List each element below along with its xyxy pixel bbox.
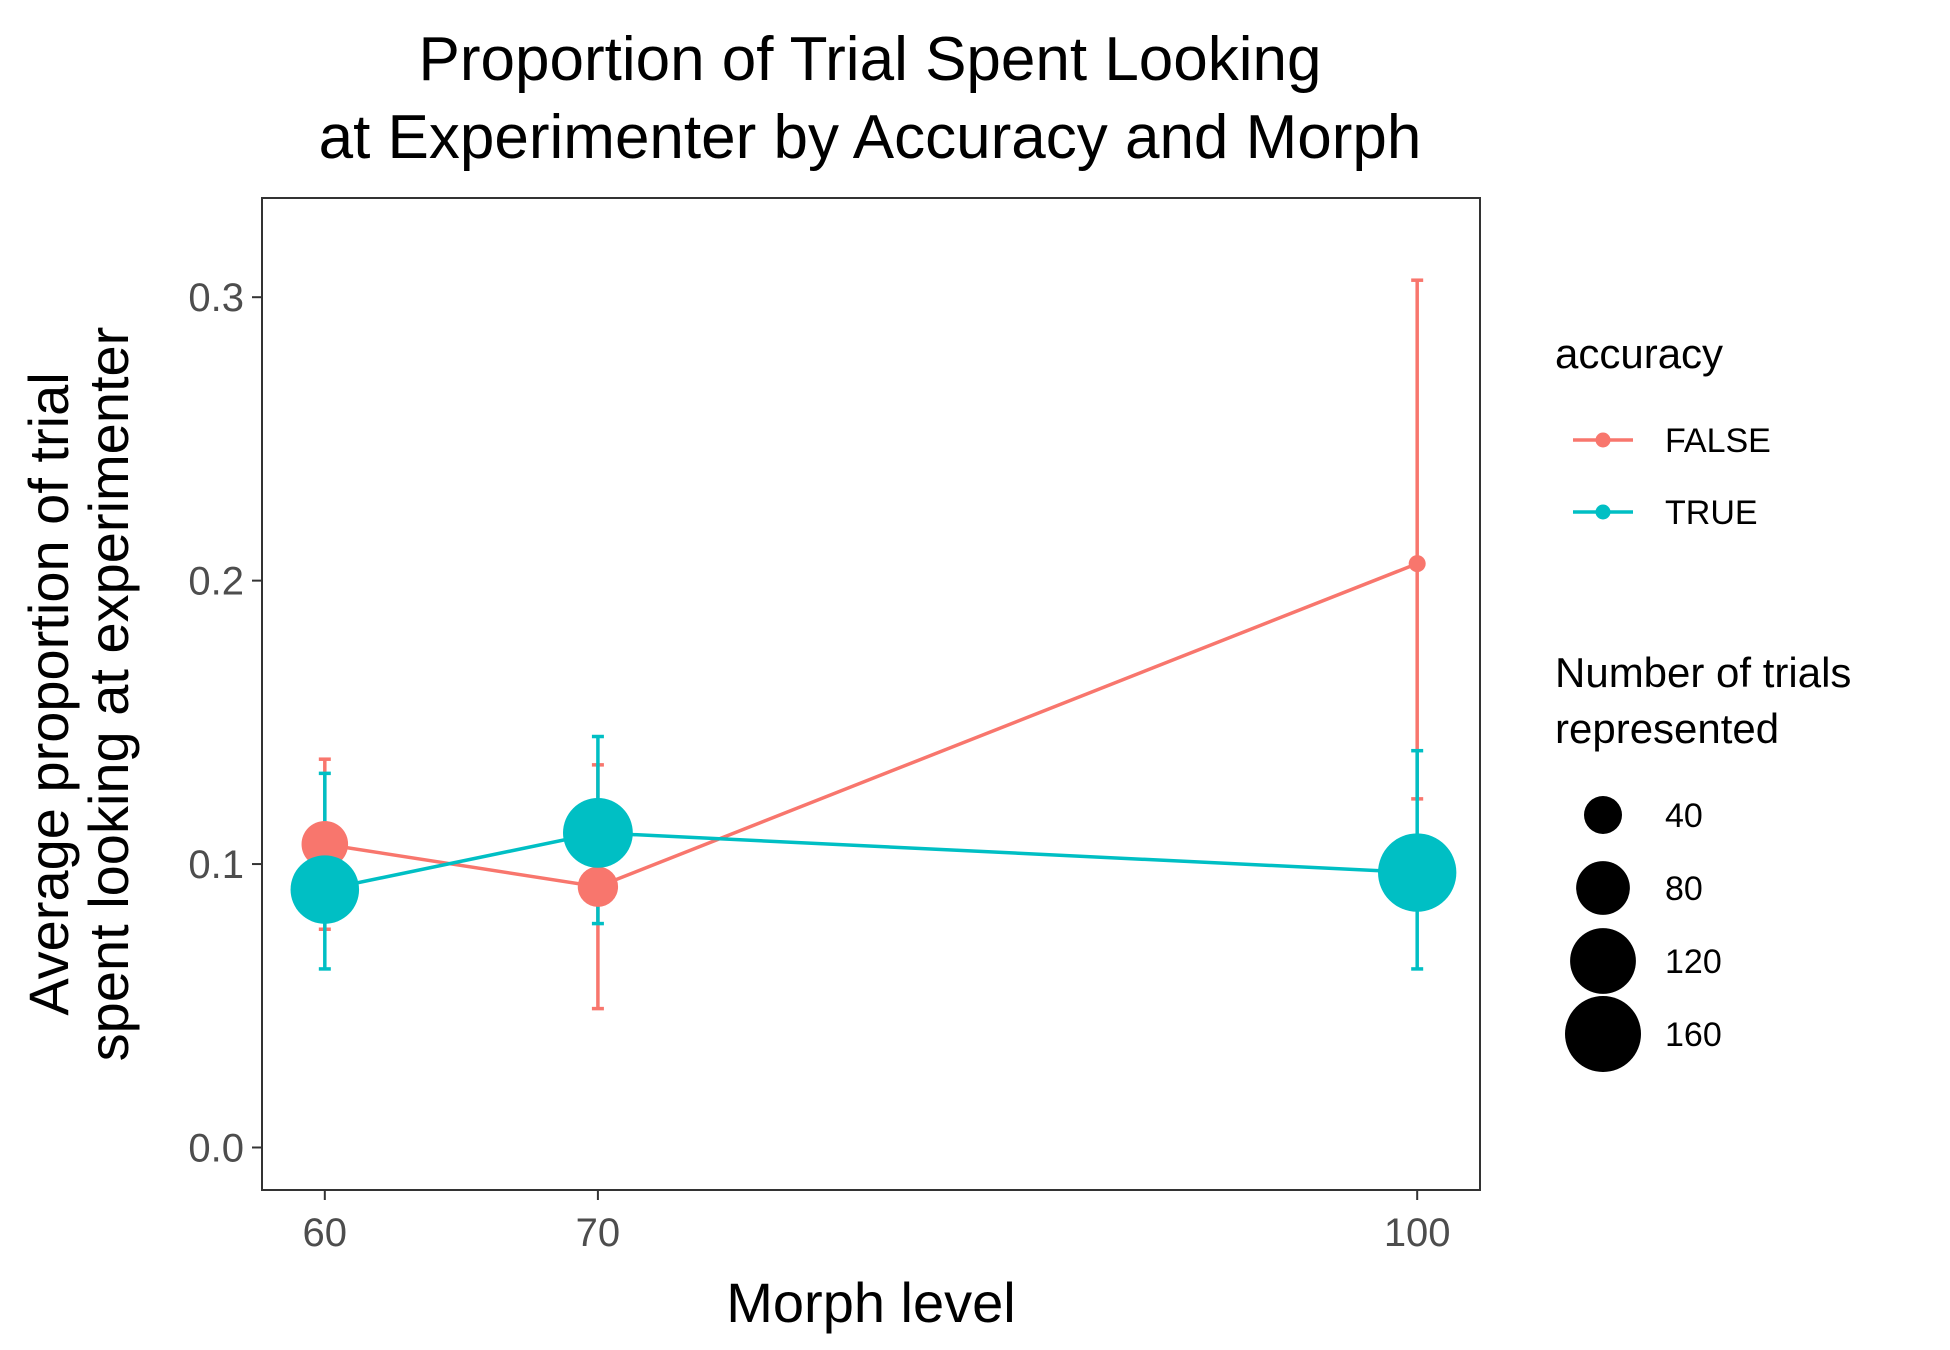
chart-title-line-2: at Experimenter by Accuracy and Morph — [319, 103, 1422, 172]
legend-label-false: FALSE — [1665, 422, 1771, 460]
chart-title-line-1: Proportion of Trial Spent Looking — [419, 25, 1322, 94]
legend-accuracy: accuracy FALSE TRUE — [1555, 330, 1771, 532]
y-axis: 0.0 0.1 0.2 0.3 — [188, 276, 262, 1170]
y-tick-label-3: 0.3 — [188, 276, 244, 320]
point-false-2 — [1408, 555, 1426, 573]
error-bar-false-2 — [1411, 278, 1424, 801]
x-axis: 60 70 100 — [303, 1190, 1451, 1255]
legend-size-point — [1576, 861, 1630, 915]
legend-accuracy-title: accuracy — [1555, 330, 1723, 377]
legend-key-point — [1595, 432, 1611, 448]
series-line-true — [324, 831, 1418, 892]
legend-size-40: 40 — [1584, 796, 1703, 835]
legend-size-label: 80 — [1665, 870, 1703, 908]
chart-title: Proportion of Trial Spent Looking at Exp… — [319, 25, 1422, 172]
legend-key-point — [1595, 504, 1611, 520]
legend-trials-title-line-1: Number of trials — [1555, 649, 1851, 696]
x-tick-label-1: 70 — [576, 1211, 621, 1255]
legend-size-point — [1565, 996, 1641, 1072]
legend-trials-title-line-2: represented — [1555, 705, 1779, 752]
plot-marks — [290, 278, 1457, 1011]
legend-size-label: 160 — [1665, 1016, 1722, 1054]
y-axis-title-line-1: Average proportion of trial — [17, 372, 80, 1015]
legend-size-160: 160 — [1565, 996, 1722, 1072]
legend-size-label: 120 — [1665, 943, 1722, 981]
point-true-0 — [290, 855, 360, 924]
legend-label-true: TRUE — [1665, 494, 1758, 532]
legend-key-true: TRUE — [1573, 494, 1758, 532]
point-false-0 — [301, 820, 349, 868]
legend-size-80: 80 — [1576, 861, 1703, 915]
plot-panel — [261, 197, 1481, 1191]
x-tick-label-2: 100 — [1384, 1211, 1451, 1255]
point-false-1 — [577, 866, 619, 907]
legend-size-label: 40 — [1665, 797, 1703, 835]
y-axis-title: Average proportion of trial spent lookin… — [17, 327, 140, 1062]
legend-trials: Number of trials represented 40 80 120 160 — [1555, 649, 1851, 1072]
legend-size-120: 120 — [1570, 928, 1722, 994]
legend-size-point — [1584, 796, 1622, 834]
legend-size-point — [1570, 928, 1636, 994]
legend-key-false: FALSE — [1573, 422, 1771, 460]
series-line-false — [324, 561, 1418, 889]
y-axis-title-line-2: spent looking at experimenter — [77, 327, 140, 1062]
x-tick-label-0: 60 — [303, 1211, 348, 1255]
y-tick-label-0: 0.0 — [188, 1126, 244, 1170]
y-tick-label-2: 0.2 — [188, 560, 244, 604]
point-true-2 — [1378, 833, 1457, 912]
x-axis-title: Morph level — [726, 1271, 1015, 1334]
y-tick-label-1: 0.1 — [188, 843, 244, 887]
point-true-1 — [563, 797, 633, 868]
